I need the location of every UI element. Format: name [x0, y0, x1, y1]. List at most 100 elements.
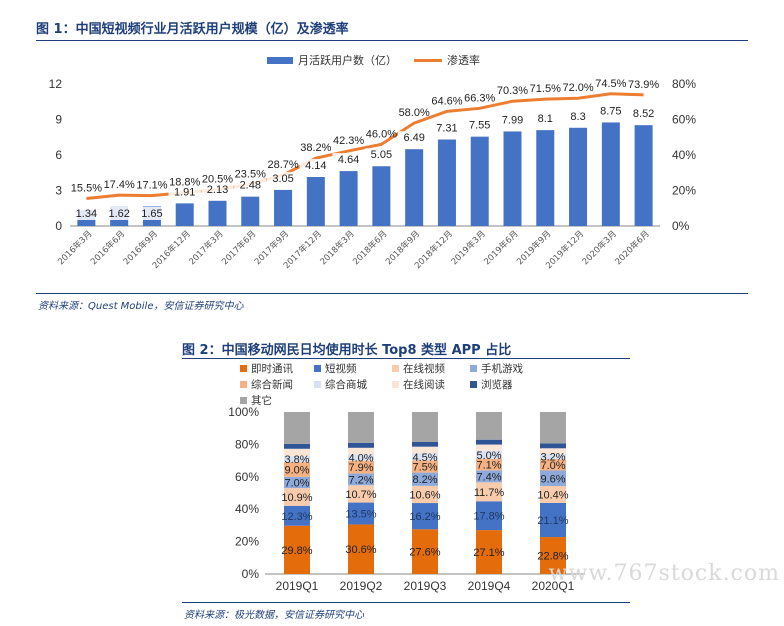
stacked-bar	[540, 412, 566, 574]
x-axis-category-label: 2018年6月	[351, 228, 390, 267]
mau-data-label: 1.91	[168, 185, 201, 199]
penetration-data-label: 17.4%	[104, 179, 135, 191]
mau-data-label-text: 7.31	[436, 122, 457, 134]
legend-label: 即时通讯	[251, 362, 293, 375]
mau-data-label-bg	[102, 207, 136, 220]
stacked-segment	[284, 476, 310, 489]
mau-data-label: 8.3	[565, 109, 591, 123]
stacked-segment	[284, 448, 310, 457]
legend-label: 浏览器	[481, 378, 513, 391]
penetration-data-label: 38.2%	[300, 142, 331, 154]
x-axis-category-label: 2016年3月	[56, 228, 95, 267]
penetration-data-label: 66.3%	[464, 92, 495, 104]
stacked-segment	[412, 412, 438, 442]
mau-bar	[503, 131, 522, 226]
legend-swatch	[470, 365, 477, 372]
stacked-segment	[348, 447, 374, 455]
x-axis-category-label: 2018年3月	[318, 228, 357, 267]
mau-data-label-bg	[397, 131, 431, 145]
segment-data-label: 27.1%	[473, 547, 504, 559]
penetration-data-label: 70.3%	[497, 85, 528, 97]
stacked-segment	[412, 460, 438, 473]
chart1-legend: 月活跃用户数（亿） 渗透率	[267, 53, 480, 67]
stacked-segment	[348, 524, 374, 574]
legend-label: 综合新闻	[251, 378, 293, 391]
mau-data-label-bg	[496, 113, 529, 127]
right-axis-tick-label: 80%	[672, 77, 696, 91]
penetration-data-label: 17.1%	[136, 180, 167, 192]
mau-data-label-bg	[463, 118, 496, 132]
segment-data-label: 3.8%	[284, 454, 309, 466]
y-axis-tick-label: 60%	[235, 470, 259, 484]
stacked-segment	[540, 448, 566, 454]
x-axis-category-label: 2019年3月	[449, 228, 488, 267]
stacked-segment	[284, 525, 310, 574]
legend-swatch-mau	[267, 57, 293, 64]
stacked-segment	[476, 482, 502, 502]
figure1-title: 图 1：中国短视频行业月活跃用户规模（亿）及渗透率	[36, 22, 349, 37]
chart1-bars	[77, 122, 653, 226]
stacked-segment	[284, 443, 310, 449]
stacked-segment	[540, 459, 566, 471]
penetration-data-label: 72.0%	[562, 82, 593, 94]
penetration-data-label: 74.5%	[595, 78, 626, 90]
mau-data-label-bg	[430, 121, 464, 135]
mau-bar	[372, 166, 391, 226]
mau-data-label: 7.99	[496, 113, 529, 127]
mau-data-label-bg	[299, 159, 333, 173]
watermark: www.767stock.com	[548, 561, 780, 586]
mau-data-label-text: 5.05	[371, 149, 392, 161]
mau-data-label-text: 8.52	[633, 108, 654, 120]
penetration-data-label: 46.0%	[366, 128, 397, 140]
mau-data-label-text: 4.14	[305, 160, 326, 172]
mau-data-label-text: 6.49	[403, 132, 424, 144]
penetration-data-label: 73.9%	[628, 79, 659, 91]
stacked-segment	[540, 443, 566, 449]
segment-data-label: 10.7%	[345, 489, 376, 501]
legend-label: 手机游戏	[481, 362, 523, 375]
mau-data-label-text: 1.34	[76, 208, 97, 220]
mau-bar	[601, 122, 620, 226]
penetration-data-label: 64.6%	[431, 95, 462, 107]
penetration-data-label: 20.5%	[202, 174, 233, 186]
stacked-segment	[540, 537, 566, 574]
stacked-segment	[476, 501, 502, 531]
mau-data-label-text: 7.99	[502, 114, 523, 126]
mau-data-label-bg	[332, 153, 365, 167]
segment-data-label: 7.1%	[476, 460, 501, 472]
stacked-segment	[412, 446, 438, 454]
segment-data-label: 7.5%	[412, 462, 437, 474]
penetration-data-label: 58.0%	[399, 107, 430, 119]
mau-data-label: 4.64	[332, 153, 365, 167]
mau-data-label: 1.34	[70, 207, 103, 220]
left-axis-tick-label: 9	[55, 113, 62, 127]
stacked-segment	[412, 503, 438, 530]
legend-swatch	[392, 381, 399, 388]
stacked-segment	[348, 454, 374, 461]
legend-label: 短视频	[325, 362, 357, 375]
x-axis-category-label: 2016年6月	[88, 228, 127, 267]
stacked-segment	[284, 462, 310, 477]
x-axis-category-label: 2019年6月	[482, 228, 521, 267]
mau-data-label-bg	[594, 104, 628, 118]
stacked-bar	[476, 412, 502, 574]
segment-data-label: 7.2%	[348, 474, 373, 486]
stacked-segment	[476, 450, 502, 459]
mau-data-label-bg	[627, 107, 660, 121]
mau-data-label: 2.48	[234, 178, 267, 192]
segment-data-label: 3.2%	[540, 452, 565, 464]
mau-data-label: 1.65	[135, 207, 169, 220]
stacked-segment	[348, 412, 374, 443]
stacked-segment	[540, 470, 566, 487]
stacked-segment	[476, 412, 502, 440]
legend-swatch	[314, 381, 321, 388]
mau-data-label: 8.75	[594, 104, 628, 118]
stacked-segment	[284, 505, 310, 526]
x-axis-category-label: 2020年3月	[580, 228, 619, 267]
stacked-segment	[348, 442, 374, 448]
mau-data-label-bg	[70, 207, 103, 220]
figure2-source: 资料来源：极光数据，安信证券研究中心	[184, 610, 364, 621]
figure2-title: 图 2：中国移动网民日均使用时长 Top8 类型 APP 占比	[182, 343, 512, 358]
segment-data-label: 7.0%	[540, 460, 565, 472]
stacked-segment	[476, 444, 502, 451]
